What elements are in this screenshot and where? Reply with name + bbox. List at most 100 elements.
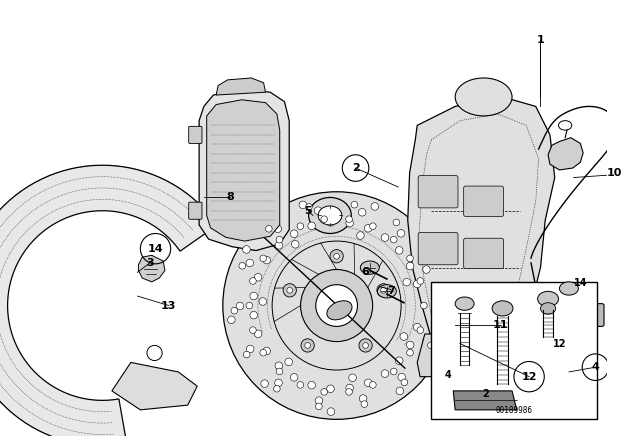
Circle shape bbox=[396, 387, 404, 395]
Circle shape bbox=[390, 368, 397, 375]
Circle shape bbox=[274, 225, 282, 233]
Circle shape bbox=[396, 246, 403, 254]
FancyBboxPatch shape bbox=[418, 233, 458, 265]
Circle shape bbox=[417, 327, 424, 333]
Circle shape bbox=[285, 358, 292, 366]
Circle shape bbox=[401, 379, 408, 386]
Text: 12: 12 bbox=[553, 339, 566, 349]
Circle shape bbox=[297, 223, 304, 229]
Circle shape bbox=[364, 224, 372, 232]
Circle shape bbox=[223, 192, 451, 419]
Circle shape bbox=[246, 302, 253, 309]
Circle shape bbox=[275, 379, 282, 387]
Circle shape bbox=[291, 230, 298, 237]
Ellipse shape bbox=[541, 303, 556, 314]
Circle shape bbox=[396, 357, 403, 365]
Circle shape bbox=[273, 385, 280, 392]
Circle shape bbox=[287, 288, 292, 293]
Circle shape bbox=[359, 339, 372, 352]
Circle shape bbox=[406, 341, 414, 349]
Polygon shape bbox=[548, 138, 583, 170]
Text: 00189986: 00189986 bbox=[496, 405, 533, 414]
Text: 6: 6 bbox=[361, 267, 369, 277]
Circle shape bbox=[369, 382, 376, 388]
Circle shape bbox=[254, 330, 262, 338]
FancyBboxPatch shape bbox=[418, 176, 458, 208]
Text: 1: 1 bbox=[536, 35, 545, 45]
Text: 8: 8 bbox=[227, 191, 234, 202]
Ellipse shape bbox=[378, 284, 396, 298]
Circle shape bbox=[428, 342, 435, 349]
Circle shape bbox=[321, 216, 328, 223]
Circle shape bbox=[254, 273, 262, 281]
Circle shape bbox=[359, 395, 367, 402]
Circle shape bbox=[361, 401, 368, 407]
Circle shape bbox=[400, 333, 408, 340]
Circle shape bbox=[364, 379, 372, 387]
Circle shape bbox=[393, 219, 400, 226]
FancyBboxPatch shape bbox=[464, 238, 504, 268]
Circle shape bbox=[314, 207, 322, 215]
Circle shape bbox=[260, 349, 266, 356]
Text: 4: 4 bbox=[445, 370, 451, 380]
Text: 2: 2 bbox=[352, 163, 360, 173]
Circle shape bbox=[403, 278, 411, 286]
Circle shape bbox=[423, 337, 431, 345]
Polygon shape bbox=[199, 89, 289, 250]
Circle shape bbox=[369, 223, 376, 229]
Circle shape bbox=[326, 219, 334, 226]
Circle shape bbox=[260, 255, 266, 262]
FancyBboxPatch shape bbox=[464, 186, 504, 216]
Circle shape bbox=[236, 302, 244, 310]
Circle shape bbox=[250, 278, 256, 284]
Text: 5: 5 bbox=[305, 206, 312, 216]
Circle shape bbox=[334, 254, 339, 259]
Polygon shape bbox=[138, 255, 165, 282]
Circle shape bbox=[316, 403, 322, 410]
Polygon shape bbox=[453, 391, 516, 410]
Circle shape bbox=[250, 311, 257, 319]
Polygon shape bbox=[0, 165, 218, 446]
Circle shape bbox=[406, 263, 414, 270]
Text: 3: 3 bbox=[146, 258, 154, 268]
Circle shape bbox=[436, 297, 442, 304]
Circle shape bbox=[263, 347, 271, 355]
Ellipse shape bbox=[559, 282, 579, 295]
Circle shape bbox=[261, 380, 268, 388]
Circle shape bbox=[297, 382, 304, 388]
Ellipse shape bbox=[327, 301, 352, 320]
Ellipse shape bbox=[455, 78, 512, 116]
Circle shape bbox=[381, 370, 388, 377]
Text: 4: 4 bbox=[591, 362, 600, 372]
Circle shape bbox=[305, 343, 310, 348]
Text: 2: 2 bbox=[483, 389, 490, 399]
Circle shape bbox=[263, 256, 271, 264]
Circle shape bbox=[346, 220, 353, 227]
Circle shape bbox=[326, 385, 334, 392]
Ellipse shape bbox=[492, 301, 513, 316]
Polygon shape bbox=[112, 362, 197, 410]
Circle shape bbox=[413, 323, 421, 331]
Polygon shape bbox=[207, 100, 280, 241]
Circle shape bbox=[346, 388, 353, 395]
Circle shape bbox=[397, 229, 404, 237]
Circle shape bbox=[381, 234, 388, 241]
Bar bbox=[431, 282, 597, 419]
Text: 14: 14 bbox=[148, 244, 163, 254]
Circle shape bbox=[266, 225, 272, 232]
Circle shape bbox=[228, 316, 235, 323]
Circle shape bbox=[259, 297, 267, 305]
Circle shape bbox=[351, 201, 358, 208]
Circle shape bbox=[231, 307, 237, 314]
Circle shape bbox=[356, 232, 364, 239]
Circle shape bbox=[371, 202, 379, 210]
Circle shape bbox=[147, 345, 162, 361]
Circle shape bbox=[275, 362, 283, 370]
Circle shape bbox=[250, 327, 256, 333]
Circle shape bbox=[423, 253, 430, 260]
Text: 13: 13 bbox=[161, 301, 177, 310]
Circle shape bbox=[276, 368, 283, 375]
Circle shape bbox=[301, 270, 372, 341]
Polygon shape bbox=[408, 97, 555, 367]
Ellipse shape bbox=[538, 291, 559, 306]
